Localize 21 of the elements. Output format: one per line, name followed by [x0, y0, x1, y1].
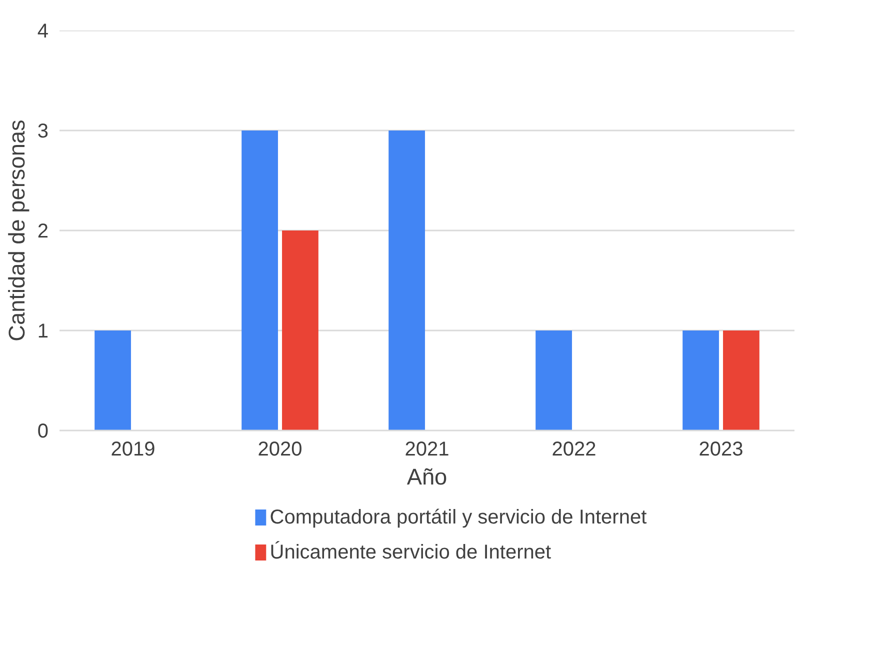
legend-label: Únicamente servicio de Internet — [270, 540, 552, 564]
bar — [682, 330, 719, 430]
y-tick-label: 1 — [37, 320, 48, 342]
x-tick-label: 2019 — [110, 438, 156, 460]
x-tick-label: 2020 — [258, 438, 302, 460]
y-tick-label: 2 — [37, 220, 48, 242]
bar — [94, 330, 131, 430]
bar — [723, 330, 760, 430]
y-axis-title: Cantidad de personas — [3, 120, 30, 342]
bar — [242, 130, 278, 430]
y-tick-label: 0 — [37, 420, 48, 442]
y-tick-label: 4 — [37, 20, 48, 42]
bar — [282, 230, 318, 430]
x-tick-label: 2022 — [552, 438, 596, 460]
x-tick-label: 2023 — [698, 438, 744, 460]
x-axis-title: Año — [406, 464, 448, 490]
legend-label: Computadora portátil y servicio de Internet — [270, 506, 648, 528]
y-tick-label: 3 — [37, 120, 48, 142]
bar — [536, 330, 572, 430]
bar — [388, 130, 425, 430]
x-tick-label: 2021 — [404, 438, 450, 460]
